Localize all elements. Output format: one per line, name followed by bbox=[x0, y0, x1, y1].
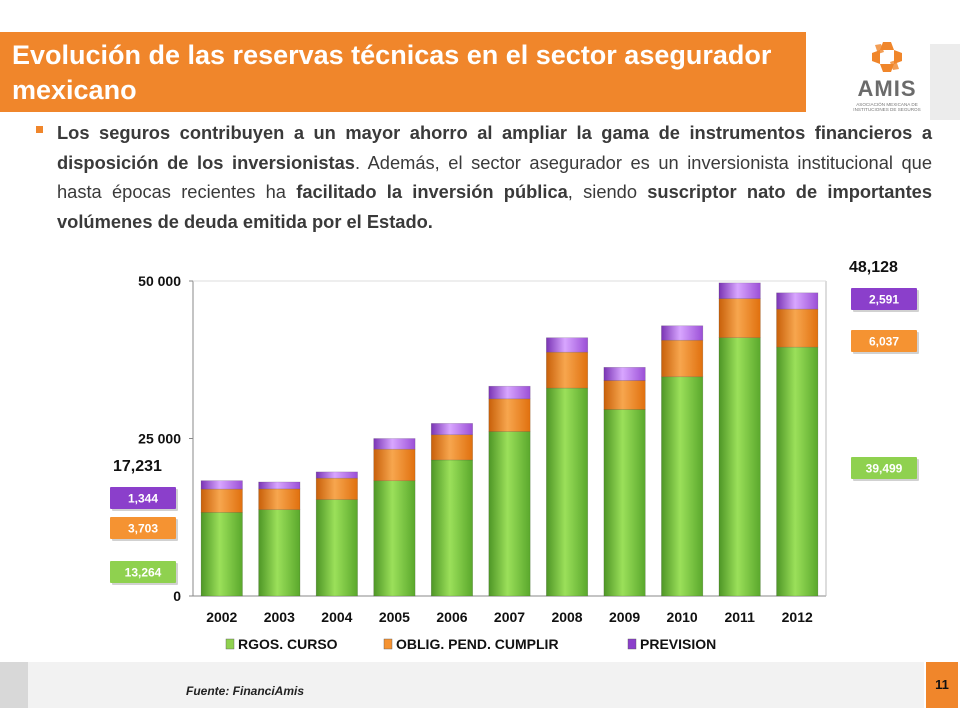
legend-swatch-2 bbox=[627, 638, 637, 650]
slide-title: Evolución de las reservas técnicas en el… bbox=[0, 32, 806, 112]
bullet-text: Los seguros contribuyen a un mayor ahorr… bbox=[57, 118, 932, 236]
legend-swatch-1 bbox=[383, 638, 393, 650]
x-tick-label: 2008 bbox=[551, 609, 582, 625]
bar-prevision-2009 bbox=[603, 367, 646, 381]
bar-oblig-pend-cumplir-2003 bbox=[258, 488, 301, 510]
label-2002-prevision bbox=[110, 487, 176, 509]
x-tick-label: 2005 bbox=[379, 609, 410, 625]
label-2012-oblig bbox=[851, 330, 917, 352]
label-2012-prevision bbox=[851, 288, 917, 310]
bullet-emphasis-3: suscriptor nato de importantes volúmenes… bbox=[57, 181, 932, 232]
x-tick-label: 2010 bbox=[667, 609, 698, 625]
bullet-text-2: . Además, el sector asegurador es un inv… bbox=[57, 151, 932, 203]
x-tick-label: 2004 bbox=[321, 609, 352, 625]
label-2002-rgos-text: 13,264 bbox=[125, 566, 162, 580]
reserves-chart: 0 25 000 50 000 2002 2003 2004 2005 2006 2007 200… bbox=[110, 259, 919, 652]
y-tick-label: 50 000 bbox=[138, 273, 181, 289]
logo-subtitle: ASOCIACIÓN MEXICANA DE INSTITUCIONES DE … bbox=[853, 102, 921, 112]
bar-rgos-curso-2007 bbox=[488, 431, 531, 597]
bar-rgos-curso-2002 bbox=[200, 512, 243, 597]
x-tick-label: 2002 bbox=[206, 609, 237, 625]
bar-prevision-2008 bbox=[546, 337, 589, 353]
label-2002-total: 17,231 bbox=[113, 458, 162, 475]
bar-rgos-curso-2003 bbox=[258, 509, 301, 597]
bar-oblig-pend-cumplir-2007 bbox=[488, 398, 531, 432]
x-tick-label: 2007 bbox=[494, 609, 525, 625]
bar-oblig-pend-cumplir-2002 bbox=[200, 488, 243, 513]
bar-oblig-pend-cumplir-2010 bbox=[661, 339, 704, 378]
bar-oblig-pend-cumplir-2004 bbox=[315, 477, 358, 500]
legend-label-2: PREVISION bbox=[640, 636, 716, 652]
label-2012-rgos bbox=[851, 457, 917, 479]
bar-prevision-2012 bbox=[776, 292, 819, 310]
y-tick-label: 0 bbox=[173, 588, 181, 604]
legend-label-0: RGOS. CURSO bbox=[238, 636, 338, 652]
x-tick-label: 2012 bbox=[782, 609, 813, 625]
bullet-emphasis-1: Los seguros contribuyen a un mayor ahorr… bbox=[57, 122, 932, 173]
bar-prevision-2003 bbox=[258, 481, 301, 490]
bullet-text-3: , siendo bbox=[567, 181, 648, 202]
bar-prevision-2006 bbox=[430, 423, 473, 436]
y-tick-label: 25 000 bbox=[138, 431, 181, 447]
bar-oblig-pend-cumplir-2009 bbox=[603, 380, 646, 410]
x-tick-label: 2003 bbox=[264, 609, 295, 625]
bar-rgos-curso-2011 bbox=[718, 337, 761, 597]
bar-oblig-pend-cumplir-2006 bbox=[430, 434, 473, 461]
bullet-point: Los seguros contribuyen a un mayor ahorr… bbox=[36, 118, 932, 236]
bar-oblig-pend-cumplir-2005 bbox=[373, 448, 416, 482]
bar-rgos-curso-2004 bbox=[315, 499, 358, 597]
amis-logo: AMIS ASOCIACIÓN MEXICANA DE INSTITUCIONE… bbox=[846, 40, 928, 120]
bar-oblig-pend-cumplir-2008 bbox=[546, 351, 589, 389]
bar-oblig-pend-cumplir-2012 bbox=[776, 308, 819, 348]
bar-rgos-curso-2006 bbox=[430, 459, 473, 597]
x-tick-label: 2011 bbox=[724, 609, 755, 625]
bar-rgos-curso-2010 bbox=[661, 376, 704, 597]
label-2002-rgos bbox=[110, 561, 176, 583]
header-accent-block bbox=[930, 44, 960, 120]
source-note: Fuente: FinanciAmis bbox=[186, 684, 305, 698]
bar-prevision-2010 bbox=[661, 325, 704, 341]
legend-swatch-0 bbox=[225, 638, 235, 650]
footer-bar bbox=[28, 662, 924, 708]
legend-label-1: OBLIG. PEND. CUMPLIR bbox=[396, 636, 559, 652]
x-tick-label: 2009 bbox=[609, 609, 640, 625]
bar-rgos-curso-2008 bbox=[546, 387, 589, 597]
amis-logo-mark bbox=[872, 42, 902, 72]
bar-rgos-curso-2009 bbox=[603, 409, 646, 597]
page-number: 11 bbox=[926, 662, 958, 708]
bar-prevision-2005 bbox=[373, 438, 416, 450]
footer-accent-block bbox=[0, 662, 28, 708]
label-2012-oblig-text: 6,037 bbox=[869, 335, 899, 349]
bar-prevision-2007 bbox=[488, 385, 531, 400]
label-2002-prevision-text: 1,344 bbox=[128, 492, 158, 506]
bar-oblig-pend-cumplir-2011 bbox=[718, 298, 761, 339]
label-2012-total: 48,128 bbox=[849, 259, 898, 276]
bullet-emphasis-2: facilitado la inversión pública bbox=[296, 181, 568, 202]
bullet-square-icon bbox=[36, 126, 43, 133]
bar-prevision-2004 bbox=[315, 471, 358, 479]
bar-rgos-curso-2005 bbox=[373, 480, 416, 597]
label-2012-rgos-text: 39,499 bbox=[866, 462, 903, 476]
label-2002-oblig-text: 3,703 bbox=[128, 522, 158, 536]
bar-prevision-2011 bbox=[718, 282, 761, 299]
x-tick-label: 2006 bbox=[436, 609, 467, 625]
bar-rgos-curso-2012 bbox=[776, 346, 819, 597]
bar-prevision-2002 bbox=[200, 480, 243, 490]
logo-name: AMIS bbox=[857, 76, 917, 101]
label-2002-oblig bbox=[110, 517, 176, 539]
label-2012-prevision-text: 2,591 bbox=[869, 293, 899, 307]
